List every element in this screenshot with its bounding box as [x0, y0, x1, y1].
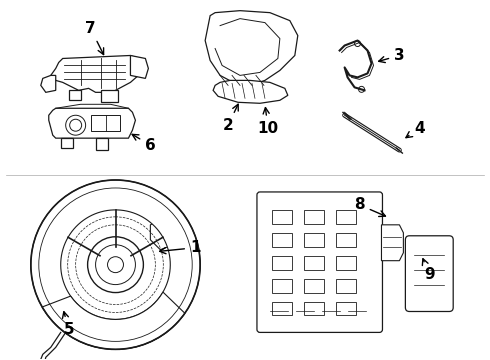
Polygon shape — [41, 75, 56, 92]
Polygon shape — [130, 55, 148, 78]
Bar — [336, 210, 356, 224]
Polygon shape — [150, 215, 175, 250]
Text: 3: 3 — [379, 48, 405, 63]
Text: 10: 10 — [257, 108, 278, 136]
Polygon shape — [56, 303, 175, 349]
Polygon shape — [69, 90, 81, 100]
Polygon shape — [31, 180, 200, 325]
Bar — [304, 210, 324, 224]
Bar — [336, 233, 356, 247]
Polygon shape — [49, 108, 135, 138]
Bar — [336, 279, 356, 293]
Text: 1: 1 — [160, 240, 200, 255]
Bar — [272, 233, 292, 247]
Polygon shape — [42, 292, 185, 349]
Bar — [304, 302, 324, 315]
Bar — [272, 279, 292, 293]
Bar — [304, 233, 324, 247]
Circle shape — [107, 257, 123, 273]
Polygon shape — [213, 80, 288, 103]
Bar — [272, 256, 292, 270]
Bar — [91, 115, 121, 131]
Polygon shape — [61, 138, 73, 148]
Text: 7: 7 — [85, 21, 103, 55]
Bar — [304, 279, 324, 293]
Polygon shape — [96, 138, 107, 150]
Bar — [336, 302, 356, 315]
Bar — [272, 302, 292, 315]
Bar — [336, 256, 356, 270]
Polygon shape — [100, 90, 119, 102]
Text: 8: 8 — [354, 197, 386, 216]
Text: 5: 5 — [63, 312, 74, 337]
Bar — [304, 256, 324, 270]
FancyBboxPatch shape — [257, 192, 383, 332]
Polygon shape — [205, 11, 298, 85]
Polygon shape — [51, 55, 141, 92]
FancyBboxPatch shape — [405, 236, 453, 311]
Text: 9: 9 — [422, 259, 435, 282]
Text: 4: 4 — [406, 121, 425, 138]
Polygon shape — [382, 225, 403, 261]
Text: 2: 2 — [222, 104, 238, 133]
Bar — [272, 210, 292, 224]
Text: 6: 6 — [132, 134, 156, 153]
